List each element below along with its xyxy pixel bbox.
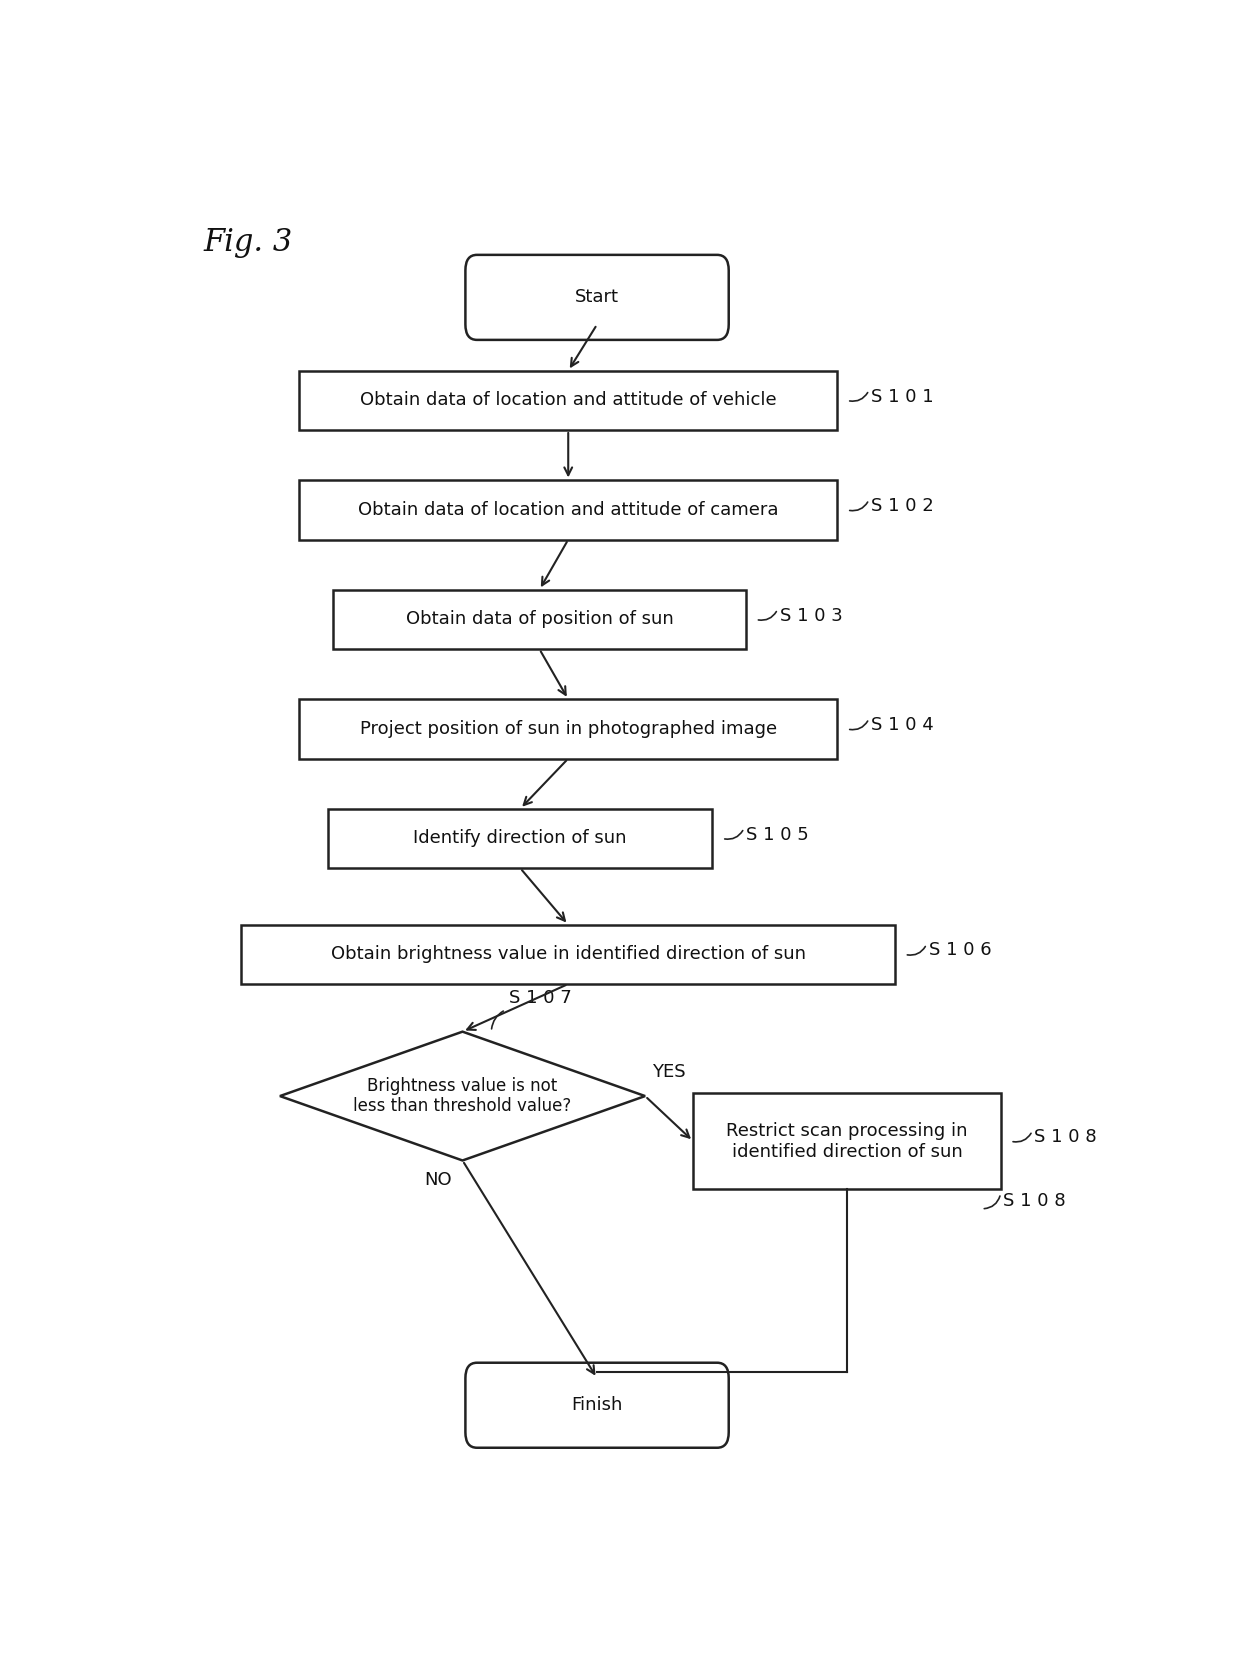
Text: Start: Start [575, 288, 619, 306]
Text: Brightness value is not
less than threshold value?: Brightness value is not less than thresh… [353, 1077, 572, 1116]
FancyBboxPatch shape [465, 1363, 729, 1447]
Polygon shape [280, 1032, 645, 1161]
Text: Restrict scan processing in
identified direction of sun: Restrict scan processing in identified d… [727, 1123, 967, 1161]
Text: YES: YES [652, 1062, 686, 1081]
Text: S 1 0 1: S 1 0 1 [870, 388, 934, 405]
Bar [693, 1092, 1001, 1190]
Bar [242, 925, 895, 984]
Text: S 1 0 8: S 1 0 8 [1003, 1193, 1065, 1210]
Text: Project position of sun in photographed image: Project position of sun in photographed … [360, 719, 776, 738]
Text: S 1 0 4: S 1 0 4 [870, 716, 934, 734]
Text: Finish: Finish [572, 1397, 622, 1414]
Text: S 1 0 8: S 1 0 8 [1034, 1128, 1097, 1146]
Bar [299, 371, 837, 430]
Text: Obtain data of position of sun: Obtain data of position of sun [405, 611, 673, 629]
Text: Obtain data of location and attitude of vehicle: Obtain data of location and attitude of … [360, 391, 776, 410]
Text: NO: NO [424, 1171, 453, 1190]
Text: Obtain brightness value in identified direction of sun: Obtain brightness value in identified di… [331, 945, 806, 964]
Text: Fig. 3: Fig. 3 [203, 226, 293, 258]
Text: S 1 0 7: S 1 0 7 [508, 989, 572, 1007]
Bar [299, 480, 837, 540]
Text: S 1 0 5: S 1 0 5 [746, 825, 808, 843]
Bar [327, 808, 713, 868]
Text: Identify direction of sun: Identify direction of sun [413, 830, 627, 848]
Bar [332, 591, 746, 649]
Bar [299, 699, 837, 758]
Text: S 1 0 3: S 1 0 3 [780, 607, 842, 624]
FancyBboxPatch shape [465, 254, 729, 340]
Text: S 1 0 2: S 1 0 2 [870, 497, 934, 515]
Text: Obtain data of location and attitude of camera: Obtain data of location and attitude of … [358, 500, 779, 519]
Text: S 1 0 6: S 1 0 6 [929, 942, 991, 960]
